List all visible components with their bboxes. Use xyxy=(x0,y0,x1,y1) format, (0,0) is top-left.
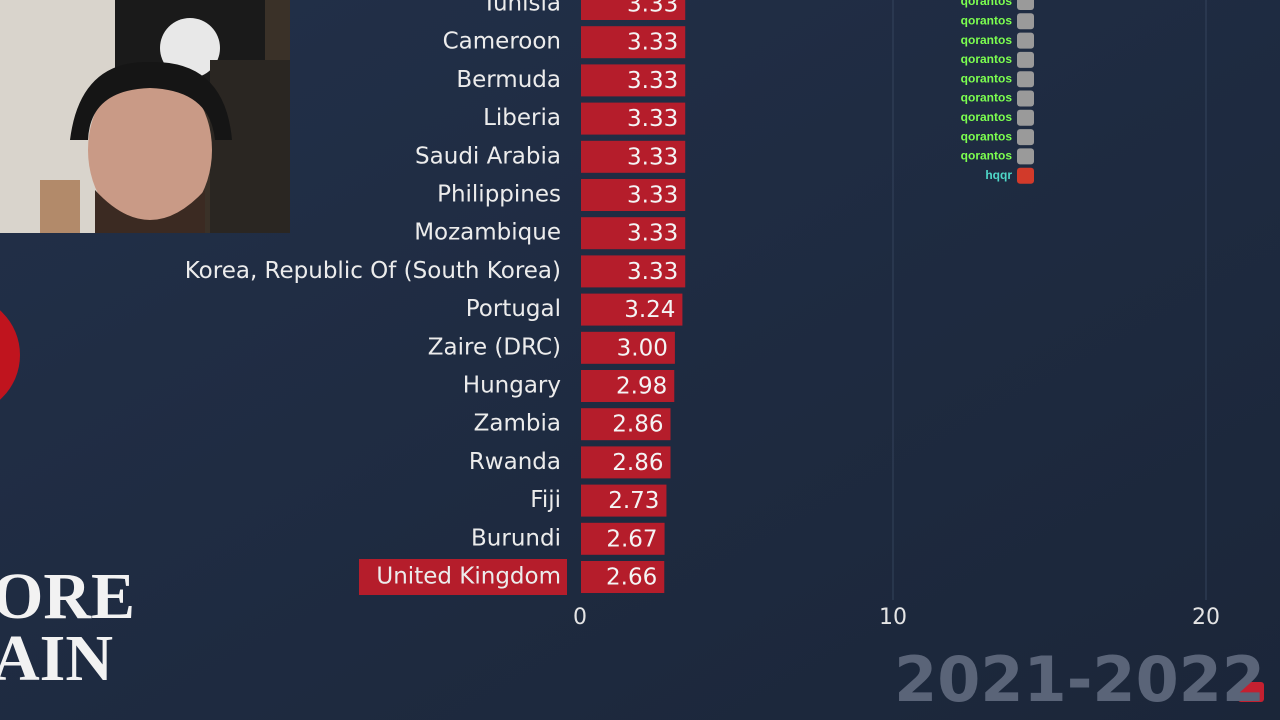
bar xyxy=(581,255,686,288)
y-tick-label: Philippines xyxy=(437,182,561,208)
value-label: 3.33 xyxy=(627,144,678,170)
chat-avatar xyxy=(1017,13,1034,30)
bar xyxy=(581,102,686,135)
y-tick-label: Mozambique xyxy=(414,220,561,246)
value-label: 3.24 xyxy=(624,297,675,323)
bar xyxy=(581,484,667,517)
value-label: 3.33 xyxy=(627,30,678,56)
subscribe-icon[interactable] xyxy=(1238,682,1264,702)
bar xyxy=(581,370,675,402)
y-tick-label: Burundi xyxy=(471,525,561,551)
y-tick-label: Liberia xyxy=(483,105,561,131)
bar xyxy=(581,179,686,211)
chat-avatar xyxy=(1017,32,1034,49)
y-tick-label: Zambia xyxy=(474,411,561,437)
chat-user: qorantos xyxy=(961,91,1013,105)
y-tick-label: United Kingdom xyxy=(376,564,561,590)
chat-avatar xyxy=(1017,129,1034,146)
bar xyxy=(581,293,683,326)
chat-avatar xyxy=(1017,109,1034,126)
webcam xyxy=(0,0,290,233)
bar xyxy=(581,561,665,593)
chat-avatar xyxy=(1017,90,1034,107)
value-label: 2.98 xyxy=(616,374,667,400)
bar xyxy=(581,0,686,20)
overlay-text: AIN xyxy=(0,622,113,695)
value-label: 2.66 xyxy=(606,565,657,591)
y-tick-label: Bermuda xyxy=(456,67,561,93)
logo-circle xyxy=(0,310,20,400)
value-label: 3.33 xyxy=(627,221,678,247)
value-label: 2.86 xyxy=(612,450,663,476)
chat-user: qorantos xyxy=(961,13,1013,27)
chat-user: qorantos xyxy=(961,0,1013,8)
value-label: 2.86 xyxy=(612,412,663,438)
chat-avatar xyxy=(1017,148,1034,165)
y-tick-label: Rwanda xyxy=(469,449,561,475)
y-tick-label: Fiji xyxy=(530,487,561,513)
y-tick-label: Portugal xyxy=(466,296,561,322)
highlight-bg xyxy=(359,559,567,595)
value-label: 3.00 xyxy=(617,335,668,361)
chat-user: qorantos xyxy=(961,149,1013,163)
chat: qorantos qorantos qorantos qorantos qorantos… xyxy=(961,0,1034,184)
value-label: 2.73 xyxy=(608,488,659,514)
chat-avatar xyxy=(1017,71,1034,88)
overlay-text: ORE xyxy=(0,560,135,633)
x-tick-label: 10 xyxy=(879,605,907,630)
bar xyxy=(581,217,686,250)
bar xyxy=(581,331,675,364)
chart: 0 10 20 3.33 Tunisia 3.33 Cameroon 3.33 Bermuda 3… xyxy=(185,0,1220,630)
x-tick-label: 20 xyxy=(1192,605,1220,630)
y-tick-label: Tunisia xyxy=(481,0,561,17)
period-label: 2021-2022 xyxy=(894,643,1265,716)
value-label: 3.33 xyxy=(627,68,678,94)
chat-user: qorantos xyxy=(961,52,1013,66)
bar xyxy=(581,408,671,441)
value-label: 3.33 xyxy=(627,0,678,18)
bar xyxy=(581,140,686,173)
chat-user: qorantos xyxy=(961,33,1013,47)
value-label: 3.33 xyxy=(627,259,678,285)
chat-avatar xyxy=(1017,0,1034,10)
bar xyxy=(581,26,686,59)
chat-user: qorantos xyxy=(961,71,1013,85)
y-tick-label: Korea, Republic Of (South Korea) xyxy=(185,258,561,284)
y-tick-label: Hungary xyxy=(463,373,561,399)
value-label: 3.33 xyxy=(627,106,678,132)
value-label: 2.67 xyxy=(606,526,657,552)
bar xyxy=(581,522,665,555)
y-tick-label: Zaire (DRC) xyxy=(428,334,561,360)
x-tick-label: 0 xyxy=(573,605,587,630)
chat-user: hqqr xyxy=(985,168,1012,182)
value-label: 3.33 xyxy=(627,183,678,209)
bar xyxy=(581,64,686,97)
chat-user: qorantos xyxy=(961,129,1013,143)
y-tick-label: Cameroon xyxy=(443,29,561,55)
chat-avatar xyxy=(1017,167,1034,184)
chat-user: qorantos xyxy=(961,110,1013,124)
bar xyxy=(581,446,671,479)
y-tick-label: Saudi Arabia xyxy=(415,143,561,169)
chat-avatar xyxy=(1017,51,1034,68)
